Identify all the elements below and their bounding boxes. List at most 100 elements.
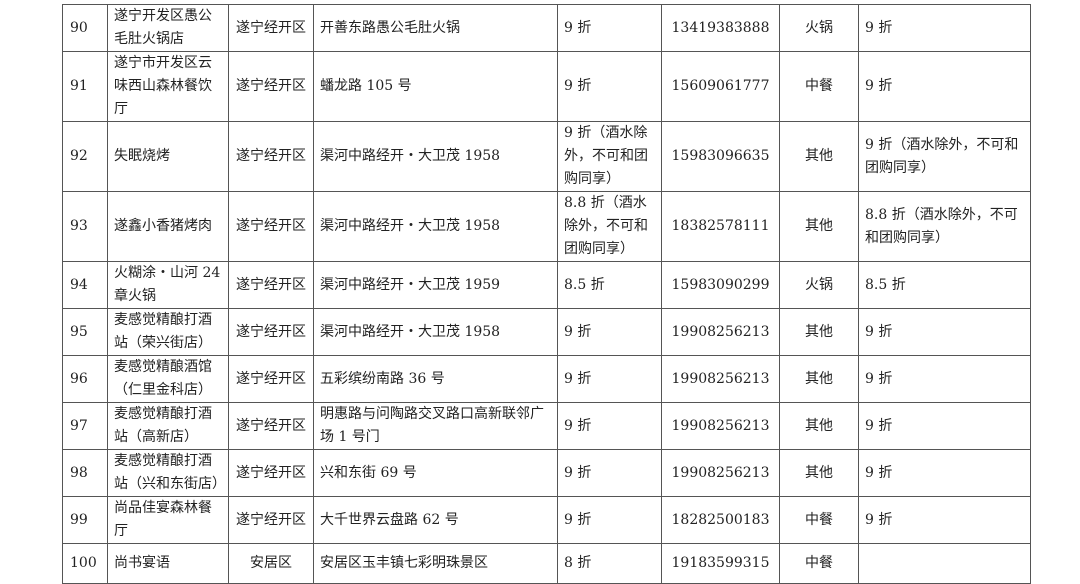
district-cell: 遂宁经开区 [228, 51, 314, 122]
row-number-cell: 91 [62, 51, 108, 122]
merchant-name-cell: 麦感觉精酿打酒站（荣兴街店） [107, 308, 229, 356]
phone-cell: 13419383888 [661, 4, 780, 52]
merchant-name-cell: 尚书宴语 [107, 543, 229, 584]
remark-cell: 9 折 [858, 308, 1031, 356]
phone-cell: 18282500183 [661, 496, 780, 544]
discount-cell: 9 折（酒水除外，不可和团购同享） [557, 121, 662, 192]
remark-cell: 9 折（酒水除外，不可和团购同享） [858, 121, 1031, 192]
row-number-cell: 93 [62, 191, 108, 262]
address-cell: 开善东路愚公毛肚火锅 [313, 4, 558, 52]
discount-cell: 9 折 [557, 496, 662, 544]
merchant-name-cell: 遂宁市开发区云味西山森林餐饮厅 [107, 51, 229, 122]
category-cell: 其他 [779, 121, 859, 192]
discount-cell: 8.5 折 [557, 261, 662, 309]
merchant-name-cell: 遂宁开发区愚公毛肚火锅店 [107, 4, 229, 52]
district-cell: 遂宁经开区 [228, 4, 314, 52]
address-cell: 渠河中路经开・大卫茂 1959 [313, 261, 558, 309]
phone-cell: 19908256213 [661, 402, 780, 450]
table-row: 94 火糊涂・山河 24 章火锅 遂宁经开区 渠河中路经开・大卫茂 1959 8.5 折… [62, 261, 1031, 309]
district-cell: 遂宁经开区 [228, 496, 314, 544]
address-cell: 明惠路与问陶路交叉路口高新联邻广场 1 号门 [313, 402, 558, 450]
phone-cell: 19908256213 [661, 449, 780, 497]
category-cell: 其他 [779, 402, 859, 450]
remark-cell: 9 折 [858, 402, 1031, 450]
table-row: 97 麦感觉精酿打酒站（高新店） 遂宁经开区 明惠路与问陶路交叉路口高新联邻广场 1 … [62, 402, 1031, 450]
row-number-cell: 95 [62, 308, 108, 356]
table-row: 92 失眠烧烤 遂宁经开区 渠河中路经开・大卫茂 1958 9 折（酒水除外，不可和团购… [62, 121, 1031, 192]
category-cell: 其他 [779, 191, 859, 262]
phone-cell: 19183599315 [661, 543, 780, 584]
merchant-name-cell: 尚品佳宴森林餐厅 [107, 496, 229, 544]
phone-cell: 15609061777 [661, 51, 780, 122]
remark-cell: 9 折 [858, 355, 1031, 403]
district-cell: 遂宁经开区 [228, 121, 314, 192]
table-row: 100 尚书宴语 安居区 安居区玉丰镇七彩明珠景区 8 折 19183599315 中餐 [62, 543, 1031, 584]
remark-cell: 9 折 [858, 449, 1031, 497]
category-cell: 其他 [779, 308, 859, 356]
row-number-cell: 98 [62, 449, 108, 497]
category-cell: 中餐 [779, 51, 859, 122]
category-cell: 中餐 [779, 496, 859, 544]
phone-cell: 18382578111 [661, 191, 780, 262]
merchant-name-cell: 失眠烧烤 [107, 121, 229, 192]
discount-cell: 8.8 折（酒水除外，不可和团购同享） [557, 191, 662, 262]
district-cell: 安居区 [228, 543, 314, 584]
merchant-name-cell: 麦感觉精酿打酒站（高新店） [107, 402, 229, 450]
address-cell: 蟠龙路 105 号 [313, 51, 558, 122]
address-cell: 渠河中路经开・大卫茂 1958 [313, 121, 558, 192]
address-cell: 渠河中路经开・大卫茂 1958 [313, 308, 558, 356]
district-cell: 遂宁经开区 [228, 355, 314, 403]
merchant-name-cell: 麦感觉精酿打酒站（兴和东街店） [107, 449, 229, 497]
category-cell: 火锅 [779, 4, 859, 52]
row-number-cell: 99 [62, 496, 108, 544]
table-row: 93 遂鑫小香猪烤肉 遂宁经开区 渠河中路经开・大卫茂 1958 8.8 折（酒水除外，… [62, 191, 1031, 262]
remark-cell: 9 折 [858, 51, 1031, 122]
row-number-cell: 92 [62, 121, 108, 192]
phone-cell: 15983090299 [661, 261, 780, 309]
address-cell: 大千世界云盘路 62 号 [313, 496, 558, 544]
remark-cell: 8.5 折 [858, 261, 1031, 309]
phone-cell: 19908256213 [661, 355, 780, 403]
row-number-cell: 94 [62, 261, 108, 309]
district-cell: 遂宁经开区 [228, 308, 314, 356]
merchant-name-cell: 火糊涂・山河 24 章火锅 [107, 261, 229, 309]
remark-cell: 9 折 [858, 4, 1031, 52]
district-cell: 遂宁经开区 [228, 191, 314, 262]
discount-cell: 9 折 [557, 51, 662, 122]
address-cell: 安居区玉丰镇七彩明珠景区 [313, 543, 558, 584]
district-cell: 遂宁经开区 [228, 261, 314, 309]
address-cell: 渠河中路经开・大卫茂 1958 [313, 191, 558, 262]
district-cell: 遂宁经开区 [228, 449, 314, 497]
discount-cell: 9 折 [557, 355, 662, 403]
discount-cell: 9 折 [557, 449, 662, 497]
phone-cell: 15983096635 [661, 121, 780, 192]
merchant-name-cell: 遂鑫小香猪烤肉 [107, 191, 229, 262]
phone-cell: 19908256213 [661, 308, 780, 356]
category-cell: 火锅 [779, 261, 859, 309]
merchant-name-cell: 麦感觉精酿酒馆（仁里金科店） [107, 355, 229, 403]
address-cell: 五彩缤纷南路 36 号 [313, 355, 558, 403]
remark-cell [858, 543, 1031, 584]
discount-cell: 9 折 [557, 4, 662, 52]
discount-cell: 9 折 [557, 402, 662, 450]
row-number-cell: 100 [62, 543, 108, 584]
category-cell: 其他 [779, 355, 859, 403]
row-number-cell: 96 [62, 355, 108, 403]
table-row: 90 遂宁开发区愚公毛肚火锅店 遂宁经开区 开善东路愚公毛肚火锅 9 折 13419383… [62, 4, 1031, 52]
category-cell: 其他 [779, 449, 859, 497]
discount-cell: 8 折 [557, 543, 662, 584]
remark-cell: 9 折 [858, 496, 1031, 544]
row-number-cell: 90 [62, 4, 108, 52]
discount-cell: 9 折 [557, 308, 662, 356]
row-number-cell: 97 [62, 402, 108, 450]
merchant-discount-table: 90 遂宁开发区愚公毛肚火锅店 遂宁经开区 开善东路愚公毛肚火锅 9 折 13419383… [62, 4, 1031, 584]
district-cell: 遂宁经开区 [228, 402, 314, 450]
remark-cell: 8.8 折（酒水除外，不可和团购同享） [858, 191, 1031, 262]
category-cell: 中餐 [779, 543, 859, 584]
address-cell: 兴和东街 69 号 [313, 449, 558, 497]
